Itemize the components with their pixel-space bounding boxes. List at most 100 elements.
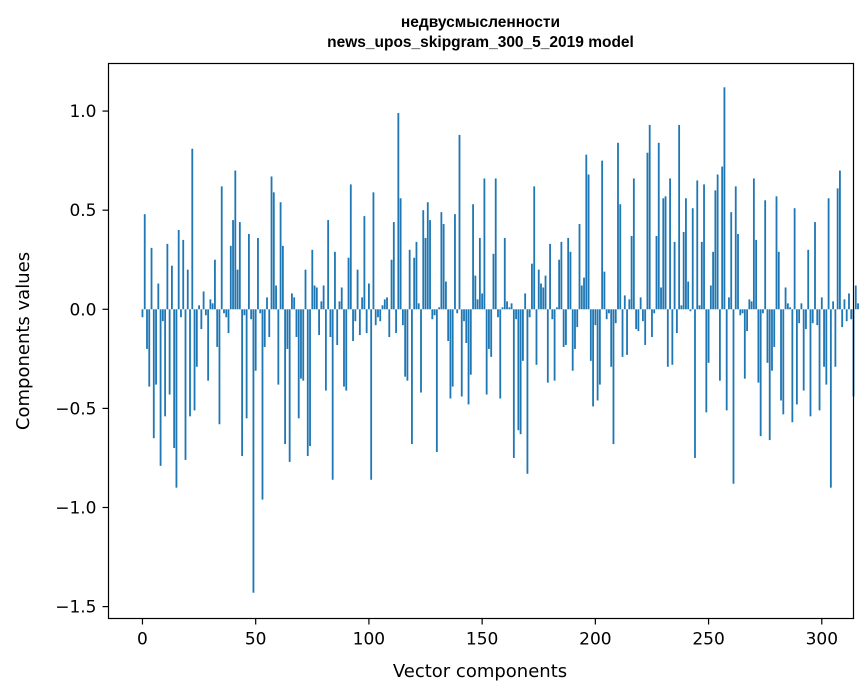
bar bbox=[850, 309, 853, 320]
bar bbox=[377, 309, 379, 318]
x-tick-label: 200 bbox=[579, 630, 611, 650]
bar bbox=[608, 309, 610, 314]
bar bbox=[814, 222, 816, 310]
bar bbox=[175, 309, 178, 488]
bar bbox=[741, 309, 744, 314]
bar bbox=[408, 249, 411, 310]
bar bbox=[519, 309, 522, 435]
bar bbox=[546, 309, 549, 383]
bar bbox=[331, 309, 334, 480]
bar bbox=[732, 309, 735, 484]
bar bbox=[322, 285, 325, 310]
bar bbox=[386, 297, 388, 310]
bar bbox=[768, 309, 771, 441]
bar bbox=[207, 309, 210, 381]
y-tick-label: −1.0 bbox=[55, 499, 96, 519]
bar bbox=[820, 297, 823, 310]
bar bbox=[596, 309, 599, 401]
bar bbox=[263, 309, 266, 347]
bar bbox=[318, 309, 320, 336]
bar bbox=[311, 249, 314, 310]
bar bbox=[268, 309, 271, 338]
bar bbox=[757, 309, 760, 383]
bar bbox=[669, 178, 671, 310]
bar bbox=[168, 309, 171, 395]
bar bbox=[429, 220, 431, 310]
bar bbox=[807, 249, 810, 310]
bar bbox=[234, 170, 237, 310]
bar bbox=[836, 188, 839, 310]
bar bbox=[204, 309, 207, 316]
bar bbox=[445, 281, 447, 310]
bar bbox=[411, 309, 413, 445]
bar bbox=[279, 202, 282, 310]
bar bbox=[291, 293, 293, 310]
bar bbox=[651, 309, 653, 338]
bar bbox=[243, 309, 246, 316]
bar bbox=[723, 87, 726, 310]
bar bbox=[300, 309, 302, 379]
bar bbox=[182, 239, 185, 310]
bar bbox=[700, 241, 703, 310]
bar bbox=[666, 309, 669, 367]
bar bbox=[662, 198, 665, 310]
bar bbox=[374, 309, 377, 326]
bar bbox=[451, 309, 454, 387]
bar bbox=[454, 214, 456, 310]
bar bbox=[628, 299, 631, 310]
bar bbox=[161, 309, 164, 322]
bar bbox=[177, 230, 180, 310]
bar bbox=[707, 309, 710, 363]
x-tick-label: 100 bbox=[353, 630, 385, 650]
bar bbox=[324, 309, 327, 391]
bar bbox=[247, 233, 250, 310]
bar bbox=[737, 233, 739, 310]
bar bbox=[585, 154, 588, 310]
bar bbox=[143, 214, 146, 310]
bar bbox=[241, 309, 244, 456]
bar bbox=[483, 178, 486, 310]
bar bbox=[390, 259, 393, 310]
bar bbox=[553, 309, 556, 381]
bar bbox=[358, 309, 361, 336]
bar bbox=[286, 309, 289, 349]
bar bbox=[214, 259, 216, 310]
bar bbox=[195, 309, 198, 367]
bar bbox=[315, 287, 318, 310]
bar bbox=[587, 174, 590, 310]
bar bbox=[773, 309, 776, 347]
bar bbox=[198, 305, 200, 310]
bars-group bbox=[141, 87, 859, 593]
bar bbox=[594, 309, 597, 326]
bar bbox=[752, 178, 755, 310]
bar bbox=[152, 309, 155, 439]
plot-frame bbox=[107, 62, 855, 620]
bar bbox=[748, 299, 751, 310]
bar bbox=[678, 124, 681, 310]
bar bbox=[281, 245, 284, 310]
x-tick-label: 0 bbox=[137, 630, 148, 650]
bar bbox=[759, 309, 762, 437]
bar bbox=[447, 309, 450, 341]
bar bbox=[202, 291, 205, 310]
bar bbox=[555, 307, 558, 310]
bar bbox=[630, 235, 633, 310]
y-tick-label: 1.0 bbox=[69, 102, 96, 122]
bar bbox=[617, 142, 619, 310]
bar bbox=[533, 186, 536, 310]
bar bbox=[583, 277, 585, 310]
bar bbox=[352, 309, 354, 341]
bar bbox=[605, 309, 608, 320]
bar bbox=[703, 184, 705, 310]
bar bbox=[696, 180, 699, 310]
bar bbox=[220, 186, 223, 310]
bar bbox=[839, 170, 841, 310]
bar bbox=[746, 309, 748, 332]
chart-title-block: недвусмысленности news_upos_skipgram_300… bbox=[108, 13, 853, 53]
bar bbox=[159, 309, 162, 466]
bar bbox=[449, 309, 452, 399]
bar bbox=[503, 237, 506, 310]
bar bbox=[494, 178, 497, 310]
bar bbox=[714, 190, 717, 310]
bar bbox=[383, 299, 386, 310]
